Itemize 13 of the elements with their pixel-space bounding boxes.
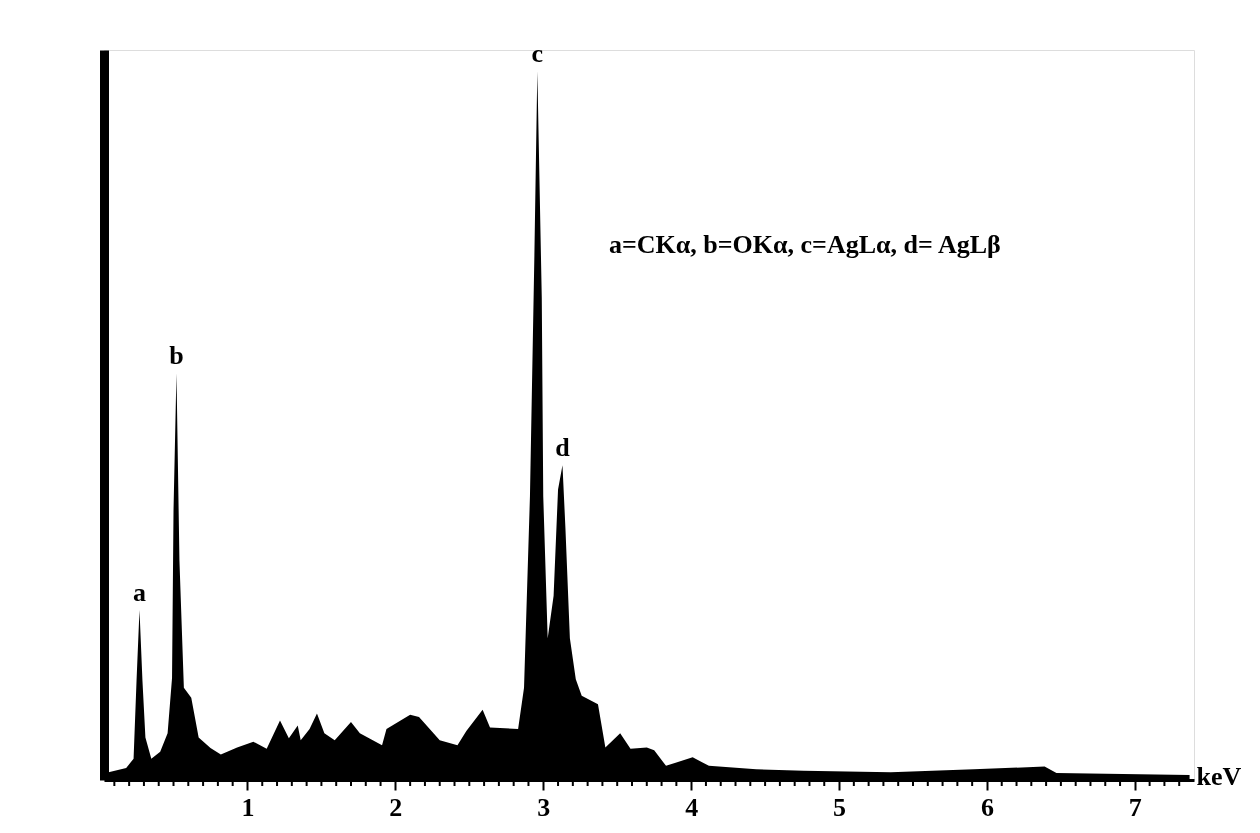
- annotation: a=CKα, b=OKα, c=AgLα, d= AgLβ: [609, 230, 1001, 259]
- annotation: a: [133, 577, 146, 607]
- x-tick-label: 3: [537, 792, 551, 822]
- x-tick-label: 4: [685, 792, 699, 822]
- x-tick-label: 6: [980, 792, 994, 822]
- annotation: c: [531, 39, 544, 69]
- x-tick-label: 2: [389, 792, 403, 822]
- x-tick-label: 5: [833, 792, 847, 822]
- annotation: d: [555, 433, 571, 463]
- x-tick-label: 1: [241, 792, 255, 822]
- x-tick-label: 7: [1128, 792, 1142, 822]
- x-axis-title: keV: [1196, 761, 1242, 791]
- annotation: b: [169, 341, 184, 371]
